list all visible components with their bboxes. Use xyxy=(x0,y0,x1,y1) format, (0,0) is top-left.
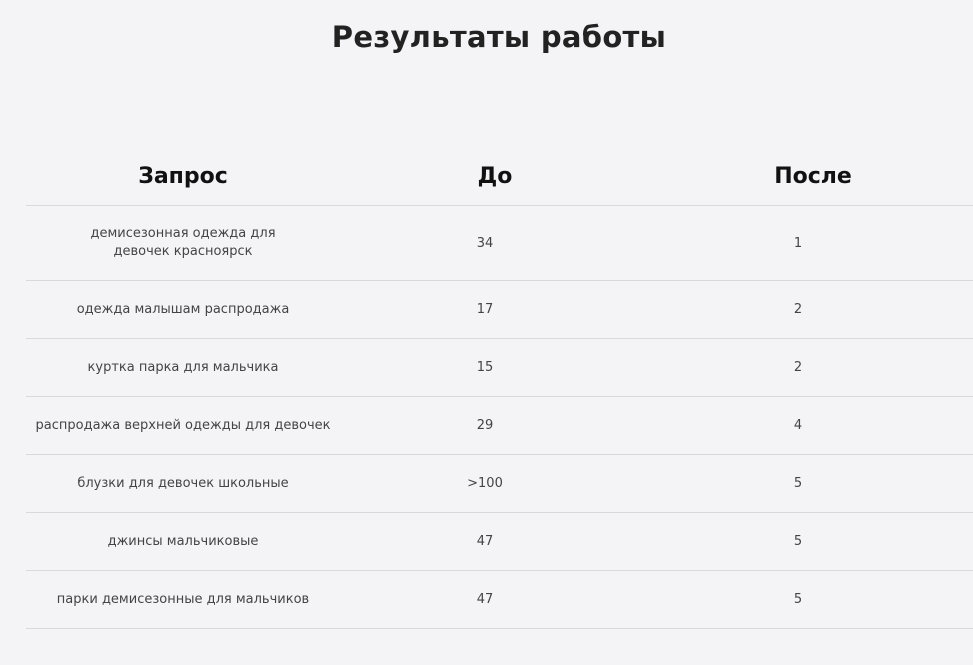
before-cell: 29 xyxy=(476,418,494,433)
query-cell: одежда малышам распродажа xyxy=(76,301,290,317)
table-row: куртка парка для мальчика 15 2 xyxy=(26,339,973,397)
after-cell: 2 xyxy=(793,302,803,317)
before-cell: 17 xyxy=(476,302,494,317)
query-cell: джинсы мальчиковые xyxy=(107,533,259,549)
query-cell: блузки для девочек школьные xyxy=(77,475,289,491)
query-cell: куртка парка для мальчика xyxy=(87,359,279,375)
table-row: джинсы мальчиковые 47 5 xyxy=(26,513,973,571)
table-row: парки демисезонные для мальчиков 47 5 xyxy=(26,571,973,629)
table-row: распродажа верхней одежды для девочек 29 4 xyxy=(26,397,973,455)
after-cell: 4 xyxy=(793,418,803,433)
before-cell: >100 xyxy=(467,476,503,491)
table-row: демисезонная одежда для девочек краснояр… xyxy=(26,206,973,281)
table-row: блузки для девочек школьные >100 5 xyxy=(26,455,973,513)
results-table: Запрос До После демисезонная одежда для … xyxy=(26,148,973,629)
after-cell: 5 xyxy=(793,534,803,549)
after-cell: 2 xyxy=(793,360,803,375)
query-cell: демисезонная одежда для девочек краснояр… xyxy=(90,226,276,259)
query-cell: распродажа верхней одежды для девочек xyxy=(35,417,331,433)
before-cell: 15 xyxy=(476,360,494,375)
before-cell: 34 xyxy=(476,235,494,251)
before-cell: 47 xyxy=(476,592,494,607)
before-cell: 47 xyxy=(476,534,494,549)
header-query: Запрос xyxy=(138,163,228,189)
page-title: Результаты работы xyxy=(331,20,667,54)
after-cell: 5 xyxy=(793,592,803,607)
after-cell: 5 xyxy=(793,476,803,491)
table-row: одежда малышам распродажа 17 2 xyxy=(26,281,973,339)
header-before: До xyxy=(477,164,513,189)
after-cell: 1 xyxy=(793,235,803,251)
header-after: После xyxy=(774,164,852,189)
query-cell: парки демисезонные для мальчиков xyxy=(56,591,310,607)
table-header: Запрос До После xyxy=(26,148,973,206)
